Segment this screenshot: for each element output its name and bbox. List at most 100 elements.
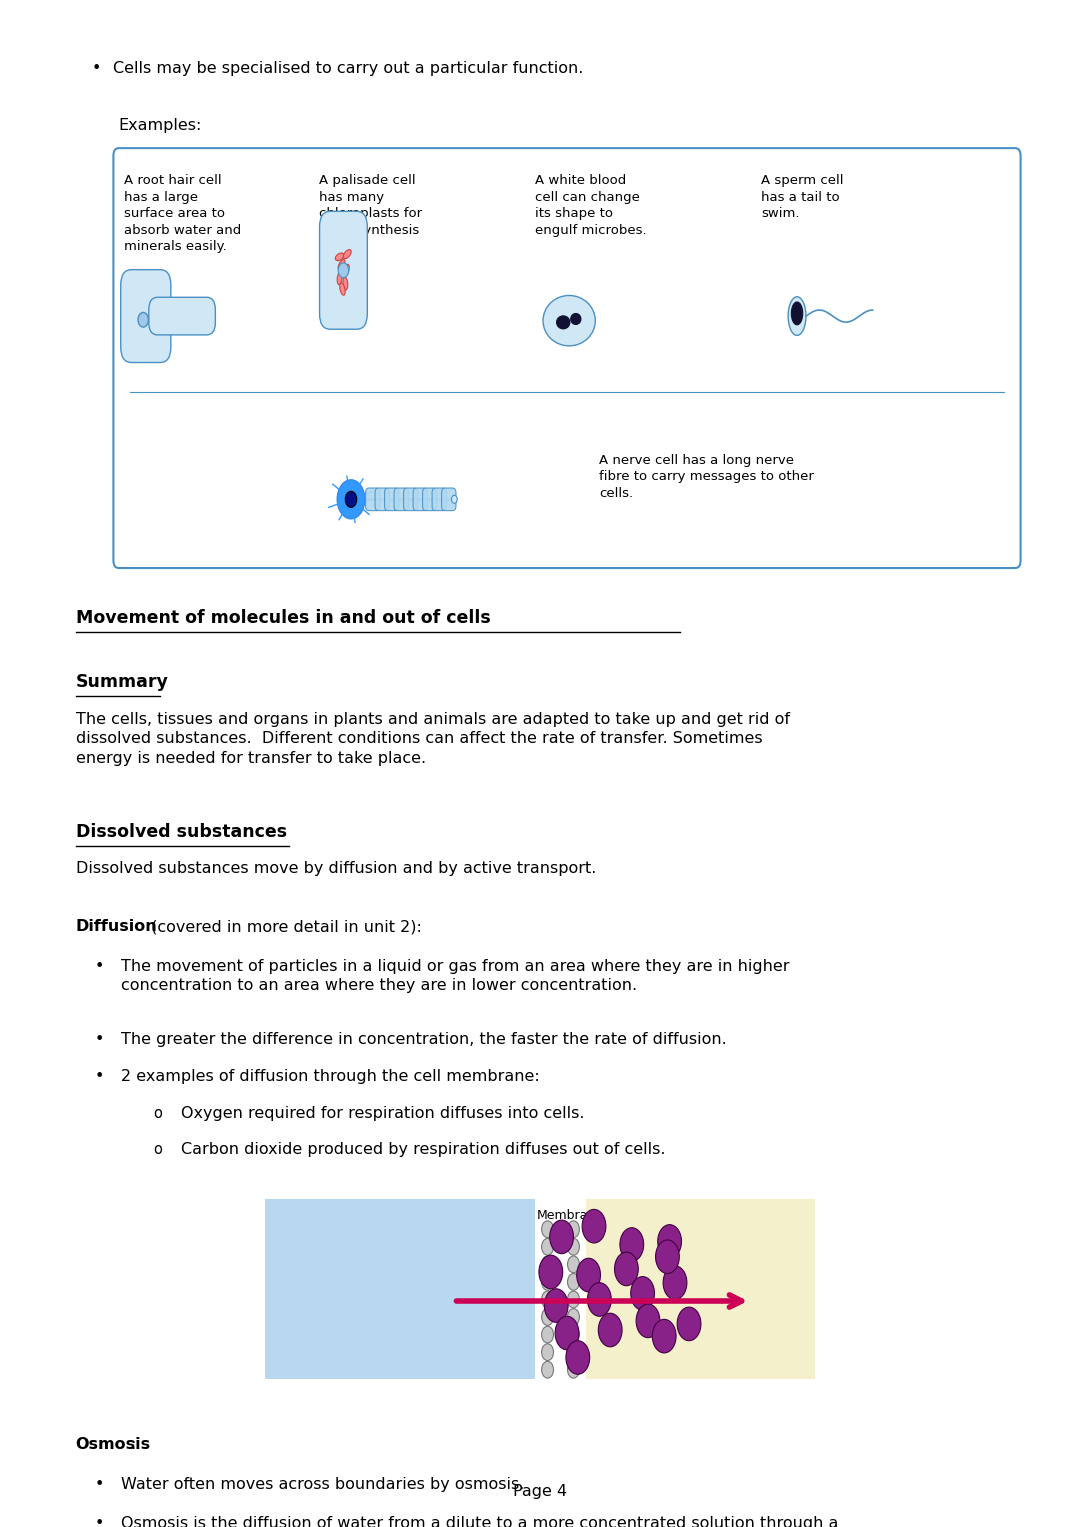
Text: •: • [95,1069,105,1084]
Text: Cells may be specialised to carry out a particular function.: Cells may be specialised to carry out a … [113,61,584,76]
Text: Osmosis: Osmosis [76,1437,151,1452]
Circle shape [652,1319,676,1353]
Ellipse shape [788,296,806,336]
Text: o: o [153,1106,162,1121]
Circle shape [568,1362,580,1379]
Text: Diffusion: Diffusion [76,919,158,935]
Circle shape [663,1266,687,1299]
Circle shape [542,1327,554,1344]
Circle shape [337,479,365,519]
Bar [586,1199,815,1379]
Circle shape [568,1309,580,1325]
Bar [265,1199,535,1379]
Circle shape [138,313,148,327]
Circle shape [598,1313,622,1347]
Text: •: • [95,1477,105,1492]
Circle shape [555,1316,579,1350]
Circle shape [568,1327,580,1344]
Circle shape [568,1238,580,1255]
Text: The cells, tissues and organs in plants and animals are adapted to take up and g: The cells, tissues and organs in plants … [76,712,789,767]
Circle shape [542,1309,554,1325]
Text: Dissolved substances move by diffusion and by active transport.: Dissolved substances move by diffusion a… [76,861,596,876]
Text: :: : [130,1437,135,1452]
Circle shape [566,1341,590,1374]
Circle shape [544,1289,568,1322]
Circle shape [542,1292,554,1309]
FancyBboxPatch shape [149,298,215,334]
Ellipse shape [543,295,595,345]
Text: Page 4: Page 4 [513,1484,567,1500]
Circle shape [346,492,356,507]
Circle shape [656,1240,679,1274]
Ellipse shape [343,249,351,258]
Text: o: o [153,1142,162,1157]
Text: A root hair cell
has a large
surface area to
absorb water and
minerals easily.: A root hair cell has a large surface are… [124,174,242,253]
Circle shape [677,1307,701,1341]
Circle shape [615,1252,638,1286]
Text: •: • [95,1032,105,1048]
Text: Dissolved substances: Dissolved substances [76,823,286,841]
FancyBboxPatch shape [375,489,390,510]
Circle shape [550,1220,573,1254]
FancyBboxPatch shape [422,489,437,510]
FancyBboxPatch shape [442,489,456,510]
FancyBboxPatch shape [394,489,408,510]
Text: A palisade cell
has many
chloroplasts for
photosynthesis: A palisade cell has many chloroplasts fo… [319,174,421,237]
Text: A nerve cell has a long nerve
fibre to carry messages to other
cells.: A nerve cell has a long nerve fibre to c… [599,454,814,499]
Text: The movement of particles in a liquid or gas from an area where they are in high: The movement of particles in a liquid or… [121,959,789,993]
Ellipse shape [343,278,348,290]
Text: Osmosis is the diffusion of water from a dilute to a more concentrated solution : Osmosis is the diffusion of water from a… [121,1516,838,1527]
FancyBboxPatch shape [320,211,367,330]
Text: A white blood
cell can change
its shape to
engulf microbes.: A white blood cell can change its shape … [535,174,646,237]
Text: Carbon dioxide produced by respiration diffuses out of cells.: Carbon dioxide produced by respiration d… [181,1142,666,1157]
Text: •: • [95,959,105,974]
Circle shape [338,263,349,278]
Circle shape [542,1274,554,1290]
Circle shape [539,1255,563,1289]
Ellipse shape [338,260,345,270]
Text: •: • [95,1516,105,1527]
FancyBboxPatch shape [121,270,171,362]
Circle shape [542,1222,554,1238]
Circle shape [451,495,457,504]
Circle shape [577,1258,600,1292]
Circle shape [542,1257,554,1274]
Text: Movement of molecules in and out of cells: Movement of molecules in and out of cell… [76,609,490,628]
Ellipse shape [556,316,570,328]
Ellipse shape [340,282,346,295]
Text: A sperm cell
has a tail to
swim.: A sperm cell has a tail to swim. [761,174,843,220]
Text: Summary: Summary [76,673,168,692]
Circle shape [588,1283,611,1316]
Ellipse shape [571,313,581,324]
Circle shape [568,1257,580,1274]
Circle shape [568,1292,580,1309]
Text: •: • [92,61,102,76]
Circle shape [620,1228,644,1261]
Circle shape [542,1344,554,1361]
Ellipse shape [343,264,349,276]
Circle shape [542,1238,554,1255]
Circle shape [631,1277,654,1310]
Ellipse shape [337,272,342,284]
FancyBboxPatch shape [404,489,418,510]
Ellipse shape [335,253,343,261]
Text: Examples:: Examples: [119,118,202,133]
Text: 2 examples of diffusion through the cell membrane:: 2 examples of diffusion through the cell… [121,1069,540,1084]
Circle shape [658,1225,681,1258]
Circle shape [568,1344,580,1361]
FancyBboxPatch shape [113,148,1021,568]
Circle shape [568,1222,580,1238]
Text: Membrane: Membrane [537,1209,604,1223]
FancyBboxPatch shape [414,489,428,510]
Circle shape [542,1362,554,1379]
Text: (covered in more detail in unit 2):: (covered in more detail in unit 2): [146,919,421,935]
FancyBboxPatch shape [365,489,380,510]
Text: Oxygen required for respiration diffuses into cells.: Oxygen required for respiration diffuses… [181,1106,585,1121]
Circle shape [582,1209,606,1243]
Text: The greater the difference in concentration, the faster the rate of diffusion.: The greater the difference in concentrat… [121,1032,727,1048]
FancyBboxPatch shape [432,489,446,510]
Text: Water often moves across boundaries by osmosis.: Water often moves across boundaries by o… [121,1477,524,1492]
Circle shape [636,1304,660,1338]
Ellipse shape [792,302,802,325]
Circle shape [568,1274,580,1290]
